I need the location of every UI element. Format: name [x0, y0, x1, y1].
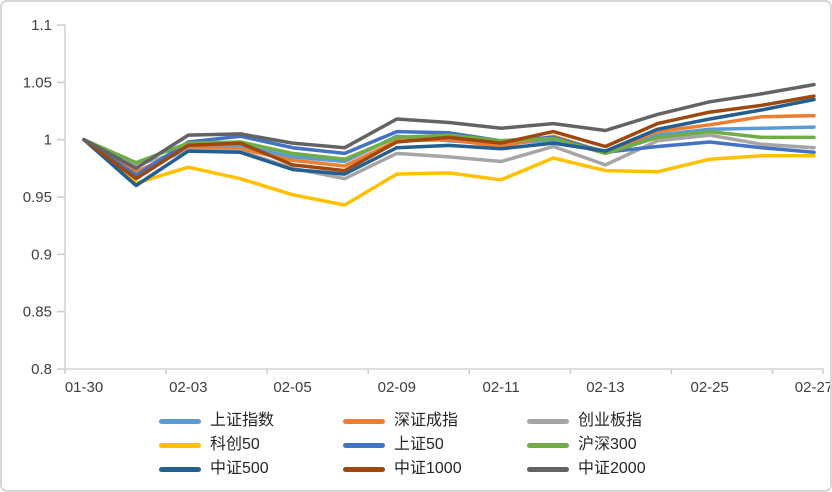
legend-swatch-icon: [343, 466, 385, 472]
x-axis-tick-label: 02-05: [273, 379, 311, 396]
legend-item: 中证2000: [527, 461, 717, 477]
series-line: [82, 97, 816, 188]
legend-label: 创业板指: [578, 412, 643, 429]
x-axis-tick-label: 02-13: [586, 379, 624, 396]
legend-swatch-icon: [343, 442, 385, 448]
legend-swatch-icon: [343, 418, 385, 424]
y-axis-tick-label: 0.9: [31, 246, 52, 263]
legend-label: 上证50: [394, 436, 444, 453]
legend-item: 上证指数: [159, 413, 343, 429]
x-axis-tick-label: 02-09: [378, 379, 416, 396]
x-axis-tick-label: 01-30: [65, 379, 103, 396]
legend-label: 科创50: [210, 436, 260, 453]
x-axis-tick-label: 02-25: [690, 379, 728, 396]
legend-item: 创业板指: [527, 413, 717, 429]
legend-label: 上证指数: [210, 412, 275, 429]
legend-label: 中证1000: [394, 460, 462, 477]
x-axis-tick-label: 02-11: [482, 379, 519, 396]
legend-swatch-icon: [159, 442, 201, 448]
legend-item: 沪深300: [527, 437, 717, 453]
legend-item: 上证50: [343, 437, 527, 453]
y-axis-tick-label: 0.85: [23, 304, 52, 321]
legend-label: 沪深300: [578, 436, 637, 453]
series-line: [82, 82, 816, 171]
series-line: [82, 129, 816, 177]
legend-swatch-icon: [159, 418, 201, 424]
series-line: [82, 113, 816, 174]
legend-item: 科创50: [159, 437, 343, 453]
legend-item: 深证成指: [343, 413, 527, 429]
x-axis-tick-label: 02-27: [795, 379, 832, 396]
y-axis-tick-label: 1.1: [31, 17, 52, 34]
y-axis-tick-label: 0.8: [31, 361, 52, 378]
series-line: [82, 137, 816, 207]
legend-label: 中证2000: [578, 460, 646, 477]
legend-label: 深证成指: [394, 412, 459, 429]
y-axis-tick-label: 0.95: [23, 189, 52, 206]
x-axis-tick-label: 02-03: [169, 379, 207, 396]
legend-swatch-icon: [159, 466, 201, 472]
series-line: [82, 129, 816, 165]
series-line: [82, 94, 816, 181]
legend-swatch-icon: [527, 442, 569, 448]
legend-label: 中证500: [210, 460, 269, 477]
legend-swatch-icon: [527, 466, 569, 472]
y-axis-tick-label: 1: [44, 132, 52, 149]
y-axis-tick-label: 1.05: [23, 74, 52, 91]
legend-item: 中证500: [159, 461, 343, 477]
legend-swatch-icon: [527, 418, 569, 424]
chart-legend: 上证指数 深证成指 创业板指科创50 上证50 沪深300 中证500 中证1000 中证20…: [159, 409, 717, 481]
legend-item: 中证1000: [343, 461, 527, 477]
